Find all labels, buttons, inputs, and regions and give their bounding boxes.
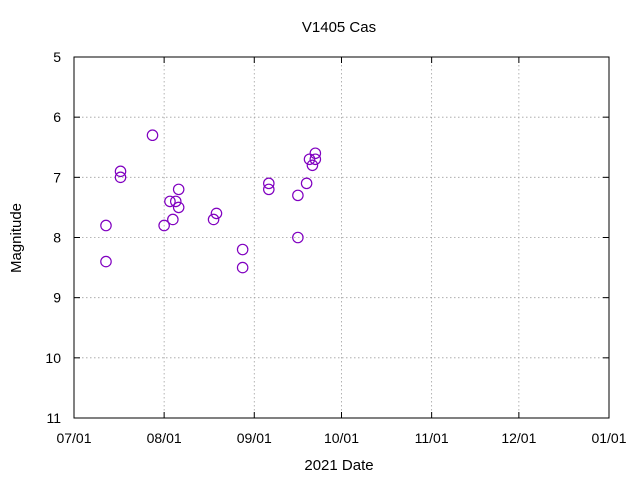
- y-axis-label: Magnitude: [8, 203, 25, 273]
- x-tick-labels: 07/01 08/01 09/01 10/01 11/01 12/01 01/01: [56, 430, 626, 446]
- x-tick-label: 07/01: [56, 430, 91, 446]
- y-tick-label: 8: [53, 230, 61, 246]
- data-point: [292, 231, 304, 244]
- data-point: [263, 183, 275, 196]
- data-point: [114, 165, 127, 178]
- y-tick-labels: 5 6 7 8 9 10 11: [45, 49, 61, 426]
- data-point: [169, 195, 182, 208]
- data-point: [100, 255, 112, 268]
- data-points: [100, 129, 322, 274]
- y-tick-label: 7: [53, 169, 61, 185]
- x-tick-label: 08/01: [147, 430, 182, 446]
- data-point: [210, 207, 223, 220]
- y-tick-label: 9: [53, 290, 61, 306]
- x-axis-label: 2021 Date: [304, 457, 373, 474]
- x-tick-label: 09/01: [237, 430, 272, 446]
- chart-title: V1405 Cas: [302, 19, 376, 36]
- data-point: [100, 219, 112, 232]
- grid-lines: [74, 57, 609, 418]
- data-point: [158, 219, 170, 232]
- data-point: [236, 261, 249, 274]
- data-point: [114, 171, 127, 184]
- data-point: [236, 243, 249, 256]
- data-point: [167, 213, 179, 226]
- data-point: [306, 159, 319, 172]
- data-point: [172, 183, 185, 196]
- data-point: [292, 189, 304, 202]
- y-tick-label: 5: [53, 49, 61, 65]
- data-point: [146, 129, 159, 142]
- x-tick-label: 10/01: [324, 430, 359, 446]
- data-point: [207, 213, 220, 226]
- data-point: [172, 201, 185, 214]
- x-tick-label: 01/01: [591, 430, 626, 446]
- y-tick-label: 10: [45, 350, 61, 366]
- y-tick-label: 11: [46, 410, 61, 426]
- data-point: [300, 177, 313, 190]
- x-tick-label: 12/01: [501, 430, 536, 446]
- y-tick-label: 6: [53, 109, 61, 125]
- data-point: [164, 195, 176, 208]
- x-tick-label: 11/01: [415, 430, 449, 446]
- data-point: [309, 147, 322, 160]
- axis-ticks: [73, 56, 610, 419]
- data-point: [309, 153, 322, 166]
- data-point: [263, 177, 275, 190]
- data-point: [303, 153, 316, 166]
